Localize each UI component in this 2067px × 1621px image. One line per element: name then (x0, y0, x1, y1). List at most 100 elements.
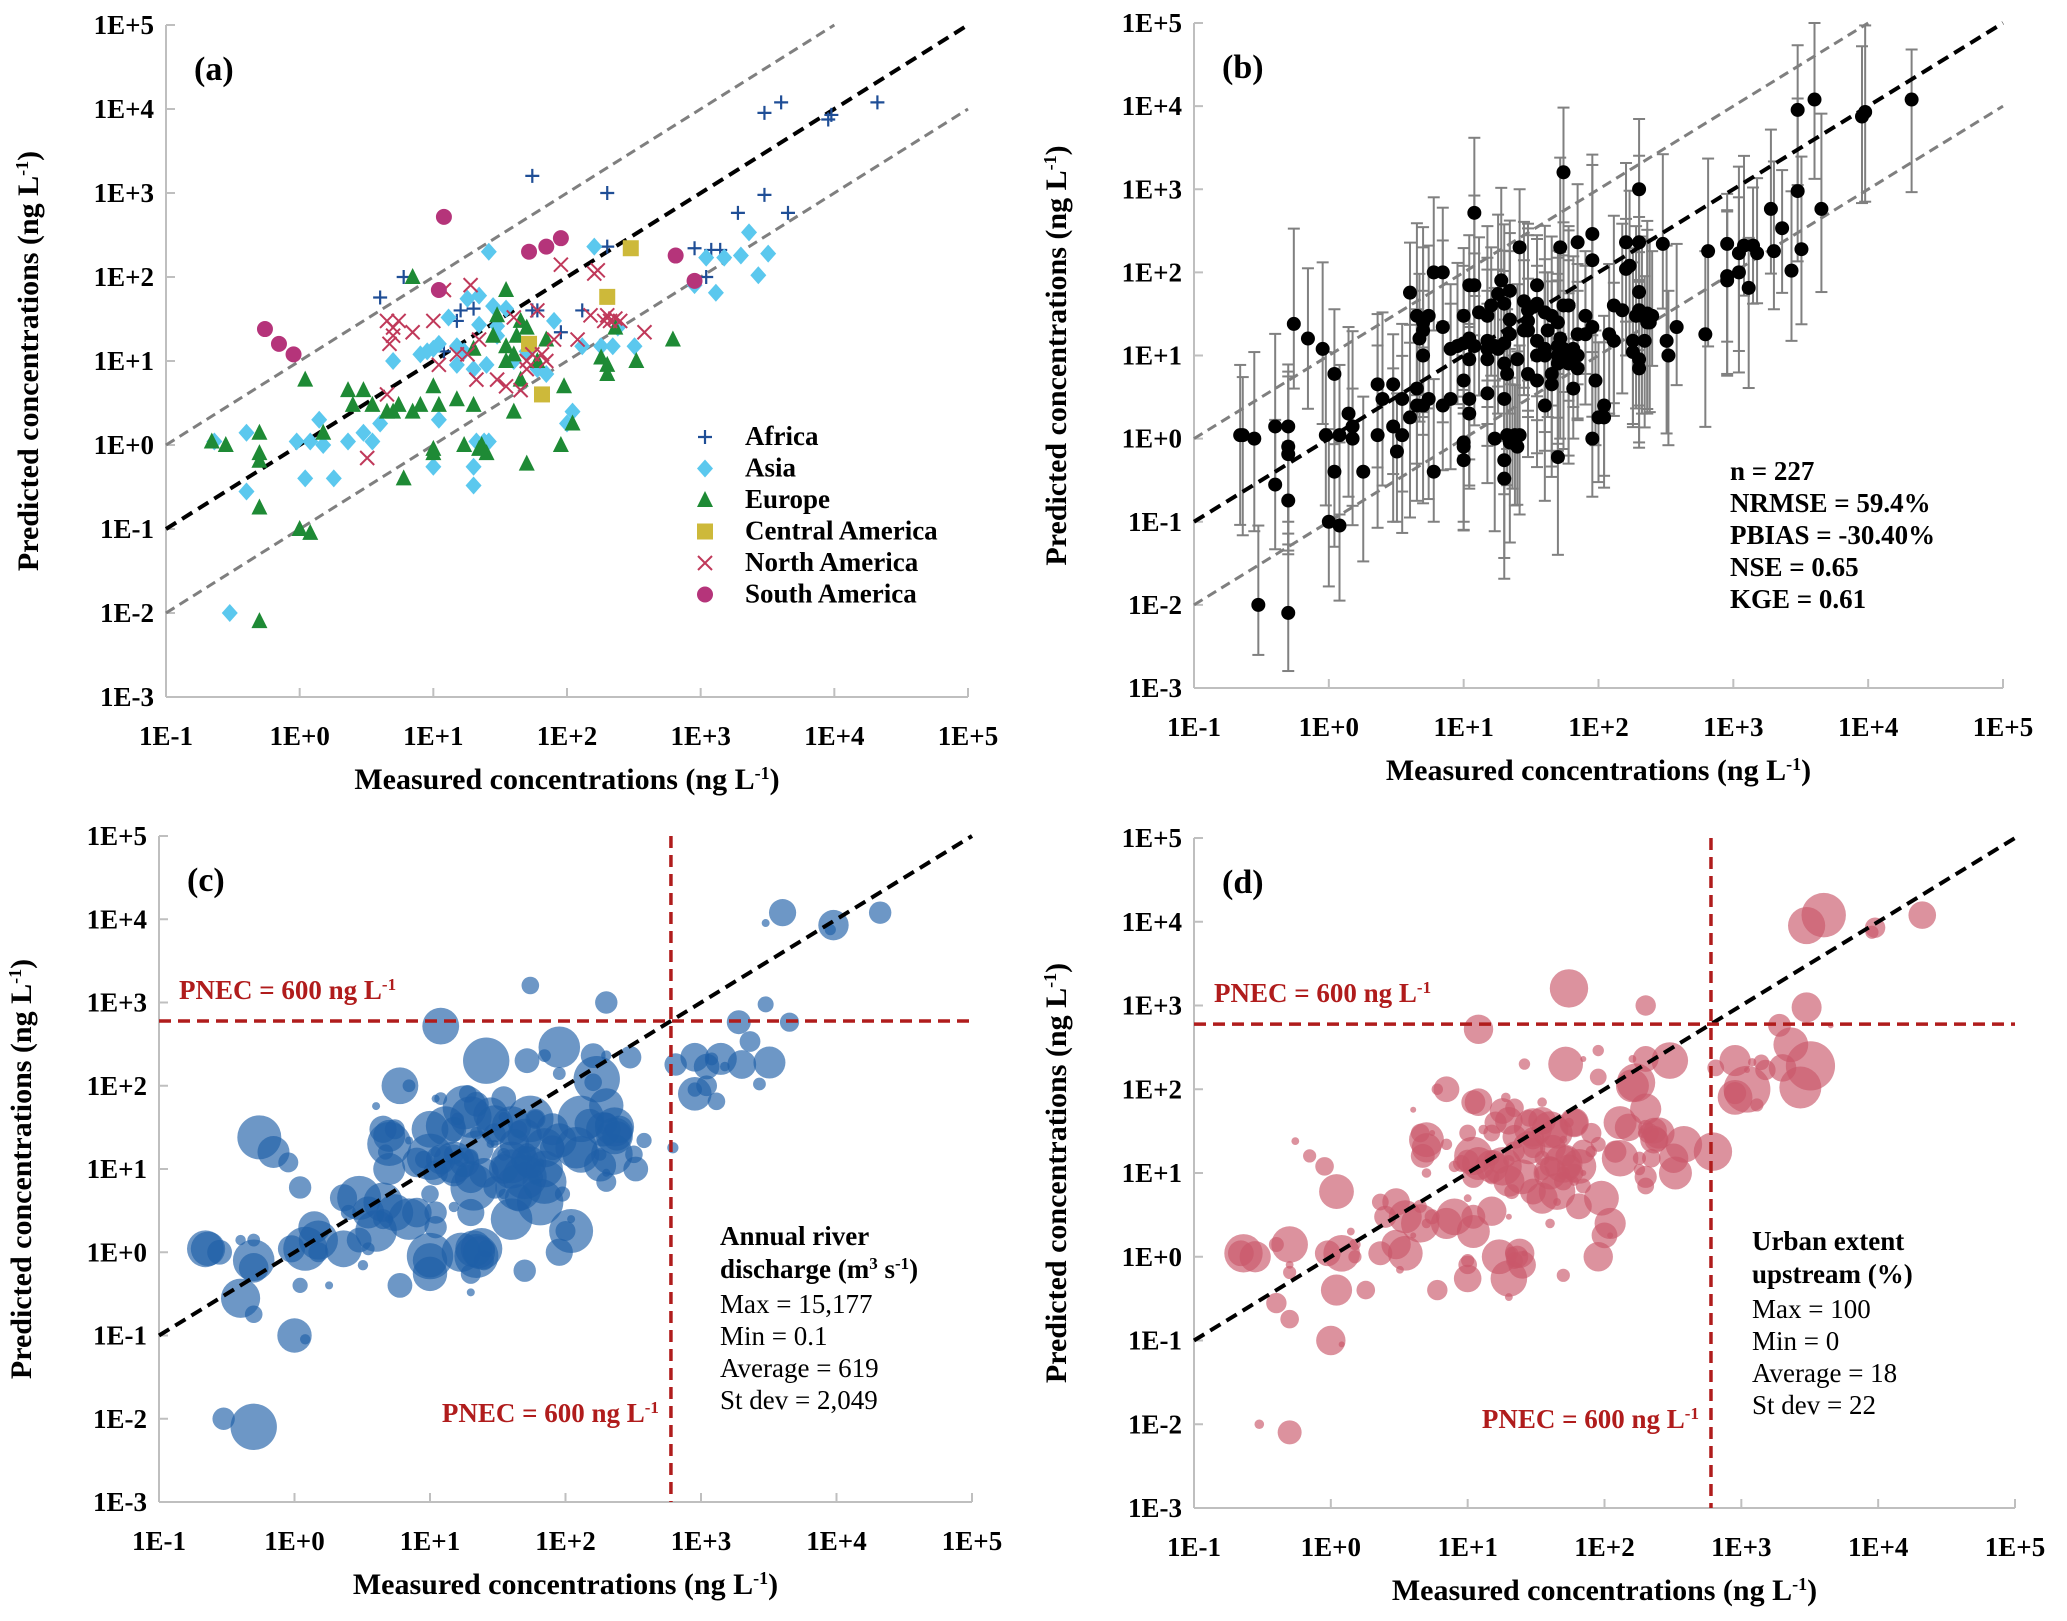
pnec-label-horizontal: PNEC = 600 ng L-1 (179, 974, 396, 1005)
data-point (1318, 428, 1333, 443)
bubble (1266, 1292, 1287, 1314)
africa-marker (757, 187, 772, 202)
data-point (1456, 453, 1471, 468)
bubble (1410, 1106, 1417, 1113)
paren: ) (5, 959, 38, 969)
y-tick-label: 1E-1 (100, 514, 154, 544)
data-point (1281, 605, 1296, 620)
data-point (1556, 165, 1571, 180)
data-point (1597, 398, 1612, 413)
europe-marker (251, 451, 268, 468)
y-tick-label: 1E+4 (1122, 91, 1182, 121)
x-tick-label: 1E-1 (1167, 712, 1221, 742)
y-tick-label: 1E+3 (1122, 991, 1182, 1021)
bubble (623, 1156, 649, 1182)
bubble (1254, 1419, 1265, 1430)
x-tick-label: 1E+2 (537, 721, 597, 751)
bubble (693, 1053, 720, 1080)
north-america-marker (459, 346, 476, 363)
data-point (1472, 305, 1487, 320)
info-line: Min = 0 (1752, 1326, 1839, 1356)
y-tick-label: 1E+3 (1122, 174, 1182, 204)
africa-marker (575, 303, 590, 318)
one-to-one-line (1192, 836, 2017, 1343)
data-point (1356, 464, 1371, 479)
data-point (1570, 235, 1585, 250)
y-tick-label: 1E+1 (87, 1154, 147, 1184)
y-axis-title: Predicted concentrations (ng L-1) (1040, 145, 1073, 565)
bubble (1440, 1138, 1453, 1151)
bubble (1504, 1141, 1525, 1162)
north-america-marker (381, 336, 398, 352)
superscript: -1 (382, 974, 396, 993)
data-point (1544, 377, 1559, 392)
africa-marker (687, 241, 702, 256)
y-tick-label: 1E-3 (93, 1487, 147, 1517)
panel-label: (b) (1222, 49, 1264, 86)
bubble (212, 1407, 235, 1430)
panel-c: 1E-1 1E+0 1E+1 1E+2 1E+3 1E+4 1E+5 1E-3 1E-2 1E-1… (5, 821, 1002, 1601)
data-point (1321, 514, 1336, 529)
bubble (1319, 1174, 1354, 1209)
legend-label: Asia (745, 453, 797, 483)
y-tick-label: 1E+2 (87, 1071, 147, 1101)
data-point (1327, 464, 1342, 479)
data-point (1268, 419, 1283, 434)
data-point (1426, 464, 1441, 479)
superscript: -1 (1040, 155, 1060, 170)
data-point (1370, 377, 1385, 392)
data-point (1395, 391, 1410, 406)
bubble (1291, 1137, 1300, 1146)
y-tick-label: 1E+4 (1122, 907, 1182, 937)
data-point (1537, 398, 1552, 413)
north-america-marker (512, 382, 529, 398)
bubble (1396, 1265, 1404, 1274)
data-point (1550, 315, 1565, 330)
data-point (1858, 104, 1873, 119)
africa-marker (730, 205, 745, 220)
data-point (1790, 102, 1805, 117)
data-point (1585, 226, 1600, 241)
europe-marker (489, 306, 506, 323)
x-tick-label: 1E+5 (1973, 712, 2033, 742)
data-point (1553, 240, 1568, 255)
bubble (363, 1182, 403, 1222)
lower-10x-line (1193, 104, 2004, 607)
south-america-marker (285, 346, 302, 363)
asia-marker (430, 410, 447, 429)
y-tick-label: 1E+1 (94, 346, 154, 376)
south-america-marker (667, 247, 684, 264)
bubble (463, 1037, 510, 1084)
asia-marker (311, 410, 328, 429)
info-line: Min = 0.1 (720, 1321, 828, 1351)
asia-marker (221, 604, 238, 622)
asia-marker (707, 283, 724, 302)
y-tick-label: 1E+2 (94, 262, 154, 292)
bubble (513, 1259, 536, 1282)
paren: ) (1807, 1574, 1817, 1607)
europe-marker (465, 395, 482, 412)
bubble (1791, 992, 1822, 1023)
paren: ) (1040, 145, 1073, 155)
south-america-marker (270, 335, 287, 352)
y-tick-label: 1E-1 (93, 1321, 147, 1351)
bubble (1501, 1092, 1511, 1103)
bubble (1750, 1098, 1764, 1112)
bubble (1518, 1058, 1531, 1070)
north-america-marker (519, 361, 535, 377)
bubble (1665, 1126, 1703, 1163)
bubble (757, 996, 774, 1013)
y-tick-label: 1E+1 (1122, 341, 1182, 371)
y-tick-label: 1E+2 (1122, 257, 1182, 287)
info-line: Max = 100 (1752, 1294, 1871, 1324)
europe-marker (456, 436, 473, 452)
stat-line: n = 227 (1730, 456, 1814, 486)
bubble (424, 1201, 447, 1224)
north-america-marker (612, 313, 628, 329)
bubble (521, 976, 540, 995)
data-point (1456, 439, 1471, 454)
bubble (1463, 1014, 1494, 1044)
data-point (1637, 333, 1652, 348)
x-axis-title: Measured concentrations (ng L-1) (353, 1568, 778, 1601)
data-point (1741, 280, 1756, 295)
